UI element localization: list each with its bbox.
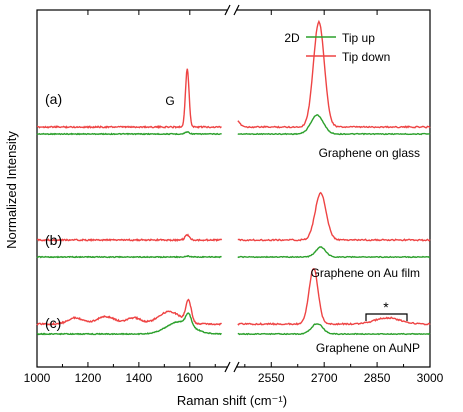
y-axis-label: Normalized Intensity xyxy=(4,131,19,249)
axis-ticks: 1000 1200 1400 1600 2550 2700 2850 3000 xyxy=(24,10,444,385)
panel-label: (c) xyxy=(45,315,61,331)
x-tick-label: 1400 xyxy=(126,371,153,385)
x-tick-label: 2700 xyxy=(311,371,338,385)
series-tip-up-3 xyxy=(36,312,431,336)
sample-label: Graphene on AuNP xyxy=(316,341,420,355)
star-bracket: * xyxy=(365,299,408,321)
series-tip-up-1 xyxy=(36,114,431,136)
legend: Tip up Tip down xyxy=(306,31,390,64)
panel-labels: (a) Graphene on glass (b) Graphene on Au fi… xyxy=(45,91,420,355)
axis-break-mark xyxy=(224,4,231,16)
axis-break-mark xyxy=(224,361,231,373)
series-tip-down-3 xyxy=(36,268,431,326)
star-label: * xyxy=(383,299,389,315)
x-tick-label: 3000 xyxy=(417,371,444,385)
x-tick-label: 2850 xyxy=(364,371,391,385)
legend-label-tip-down: Tip down xyxy=(342,50,390,64)
x-axis-label: Raman shift (cm⁻¹) xyxy=(177,393,287,408)
panel-label: (a) xyxy=(45,91,62,107)
sample-label: Graphene on glass xyxy=(319,146,420,160)
series-tip-down-2 xyxy=(36,191,431,242)
series-layer xyxy=(36,19,431,336)
peak-label-g: G xyxy=(165,94,174,108)
series-tip-down-1 xyxy=(36,19,431,130)
axis-break-mark xyxy=(233,4,240,16)
panel-label: (b) xyxy=(45,232,62,248)
x-tick-label: 1000 xyxy=(24,371,51,385)
plot-frame xyxy=(36,4,431,373)
axis-break-mark xyxy=(233,361,240,373)
series-tip-up-2 xyxy=(36,246,431,259)
x-tick-label: 2550 xyxy=(258,371,285,385)
x-tick-label: 1600 xyxy=(176,371,203,385)
x-tick-label: 1200 xyxy=(75,371,102,385)
legend-label-tip-up: Tip up xyxy=(342,31,375,45)
sample-label: Graphene on Au film xyxy=(311,266,420,280)
peak-label-2d: 2D xyxy=(284,31,300,45)
